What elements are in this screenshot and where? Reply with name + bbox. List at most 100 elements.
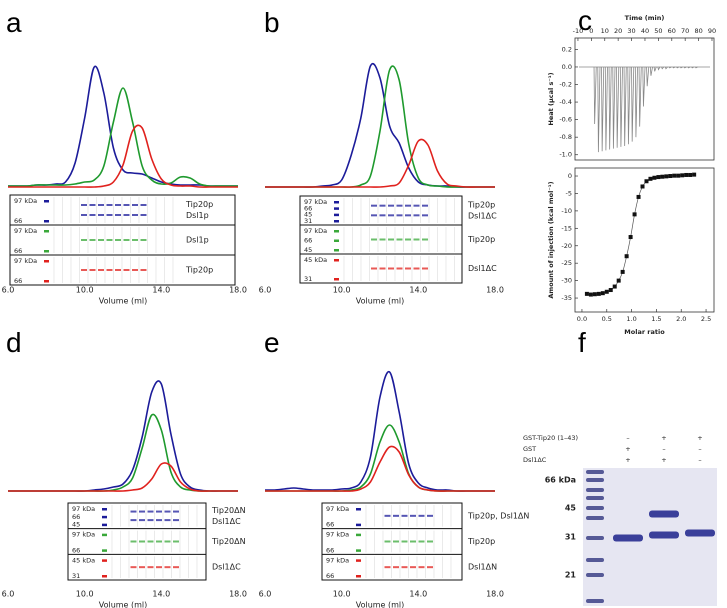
injection-peak xyxy=(597,66,601,153)
protein-band xyxy=(115,204,121,206)
data-point xyxy=(624,254,629,259)
y-tick-label: -0.6 xyxy=(559,116,572,124)
marker-band xyxy=(586,470,604,474)
marker-band xyxy=(102,508,107,511)
data-point xyxy=(640,184,645,189)
protein-band xyxy=(115,214,121,216)
gel-label: Dsl1ΔC xyxy=(212,517,241,526)
protein-band xyxy=(405,238,411,241)
x-tick-label: 60 xyxy=(668,27,676,35)
marker-label: 21 xyxy=(565,571,577,580)
protein-band xyxy=(132,239,138,241)
protein-band xyxy=(405,267,411,270)
marker-label: 45 xyxy=(304,246,312,254)
marker-band xyxy=(586,599,604,603)
marker-band xyxy=(334,249,339,252)
protein-band xyxy=(379,267,386,270)
injection-peak xyxy=(653,66,657,72)
marker-band xyxy=(586,516,604,520)
condition-label: GST xyxy=(523,445,536,453)
protein-band xyxy=(388,204,394,207)
injection-peak xyxy=(664,66,668,70)
injection-peak xyxy=(676,66,679,69)
injection-peak xyxy=(668,66,672,69)
gel-label: Dsl1ΔC xyxy=(212,563,241,572)
y-tick-label: -0.2 xyxy=(559,81,572,89)
marker-band xyxy=(334,230,339,233)
injection-peak xyxy=(638,66,642,127)
y-tick-label: -0.8 xyxy=(559,133,572,141)
marker-band xyxy=(44,230,49,233)
marker-band xyxy=(356,523,361,527)
elution-curve xyxy=(264,138,496,188)
protein-band xyxy=(89,239,96,241)
protein-band xyxy=(384,540,391,543)
data-point xyxy=(680,173,685,178)
marker-label: 45 kDa xyxy=(304,256,327,264)
marker-label: 66 xyxy=(304,204,312,212)
gel-label: Dsl1p xyxy=(186,236,209,245)
protein-band xyxy=(140,239,147,241)
protein-band xyxy=(123,214,130,216)
x-axis-label: Volume (ml) xyxy=(356,297,405,306)
protein-band xyxy=(393,514,399,517)
marker-band xyxy=(586,558,604,562)
gel-inset xyxy=(67,502,207,581)
protein-band xyxy=(89,214,96,216)
x-tick-label: 6.0 xyxy=(2,590,15,599)
data-point xyxy=(612,284,617,289)
protein-band xyxy=(396,267,403,270)
protein-band xyxy=(139,540,145,543)
gel-label: Tip20p xyxy=(467,235,495,244)
injection-peak xyxy=(646,66,650,87)
data-point xyxy=(648,176,653,181)
marker-label: 45 xyxy=(72,521,80,529)
marker-band xyxy=(586,506,604,510)
protein-band xyxy=(164,566,171,569)
plot-frame xyxy=(574,37,715,161)
data-point xyxy=(600,291,605,296)
protein-band xyxy=(98,214,104,216)
protein-band xyxy=(164,519,171,522)
marker-label: 66 kDa xyxy=(545,476,576,485)
injection-peak xyxy=(649,66,653,76)
protein-band xyxy=(115,239,121,241)
gel-label: Dsl1ΔC xyxy=(468,212,497,221)
x-tick-label: 10 xyxy=(601,27,609,35)
protein-band xyxy=(418,540,425,543)
gel-label: Tip20p xyxy=(185,200,213,209)
gel-label: Dsl1ΔN xyxy=(468,563,497,572)
protein-band xyxy=(115,269,121,271)
marker-band xyxy=(586,488,604,492)
marker-band xyxy=(334,239,339,242)
protein-band xyxy=(173,510,179,513)
gel-inset xyxy=(9,194,236,286)
marker-label: 97 kDa xyxy=(326,531,349,539)
protein-band xyxy=(130,566,137,569)
data-point xyxy=(672,173,677,178)
marker-band xyxy=(44,250,49,253)
lane-symbol: – xyxy=(698,456,701,464)
data-point xyxy=(676,173,681,178)
protein-band xyxy=(98,269,104,271)
y-tick-label: 0.0 xyxy=(562,63,572,71)
x-tick-label: 1.5 xyxy=(651,315,661,323)
x-tick-label: 6.0 xyxy=(259,286,272,295)
panel-letter: a xyxy=(6,7,22,38)
marker-band xyxy=(334,213,339,217)
protein-band xyxy=(422,204,428,207)
marker-label: 31 xyxy=(304,275,312,283)
gel-label: Tip20ΔN xyxy=(211,537,246,546)
protein-band xyxy=(106,269,113,271)
data-point xyxy=(604,289,609,294)
marker-label: 97 kDa xyxy=(326,556,349,564)
protein-band xyxy=(410,540,416,543)
marker-band xyxy=(334,259,339,262)
protein-band xyxy=(81,214,87,216)
marker-band xyxy=(44,200,49,203)
data-point xyxy=(596,291,601,296)
protein-band xyxy=(422,238,428,241)
protein-band xyxy=(418,514,425,517)
y-tick-label: 0.2 xyxy=(562,45,572,53)
protein-band xyxy=(140,269,147,271)
